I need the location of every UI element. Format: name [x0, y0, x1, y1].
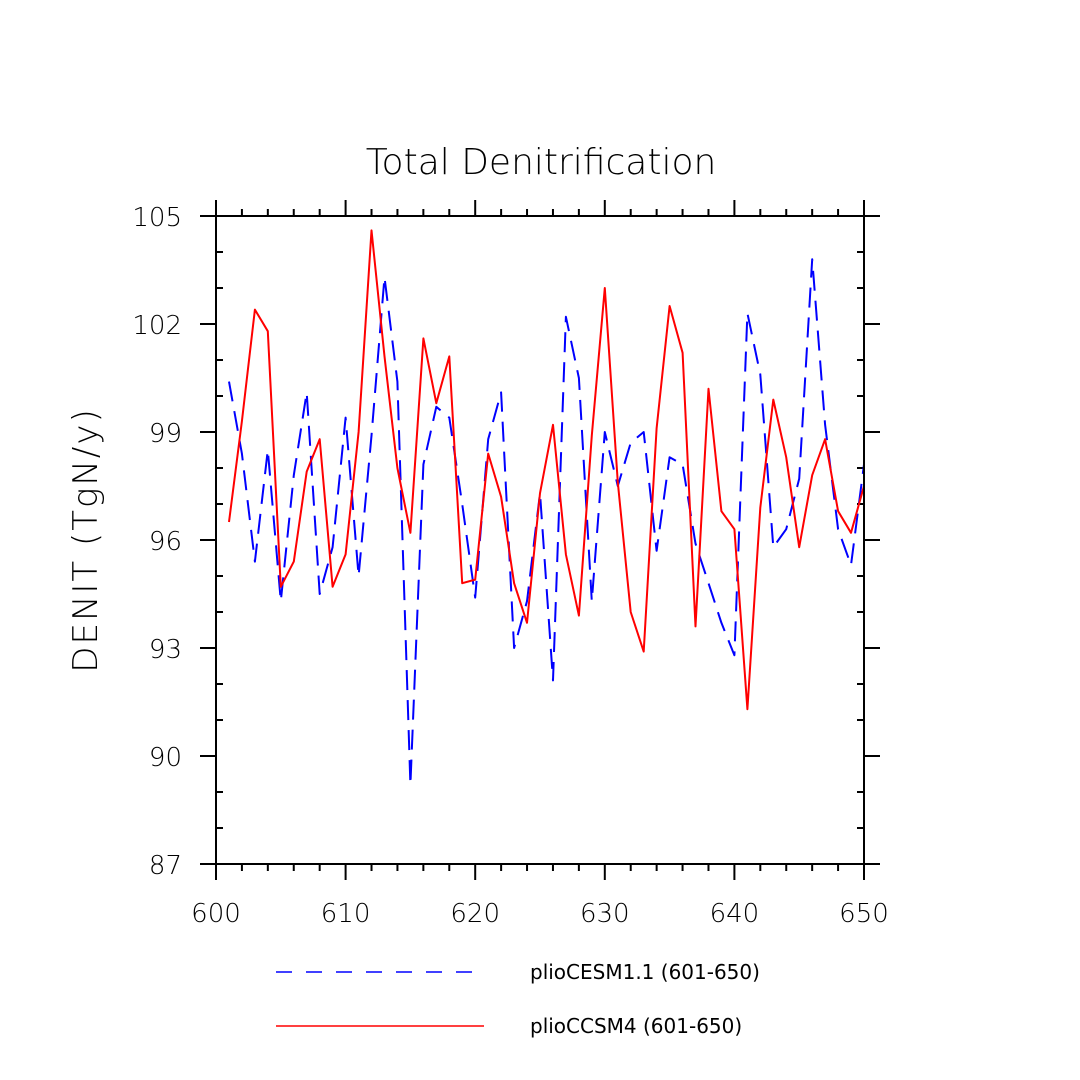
legend-label-plioCCSM4: plioCCSM4 (601-650) — [530, 1014, 742, 1038]
series-lines — [228, 229, 865, 786]
y-tick-label: 105 — [132, 203, 182, 233]
y-tick-label: 90 — [149, 743, 182, 773]
chart-title: Total Denitrification — [366, 142, 717, 183]
axis-tick-labels: 600 610 620 630 640 650 87 90 93 96 99 102 105 — [132, 203, 888, 929]
x-tick-label: 630 — [580, 899, 630, 929]
y-tick-label: 102 — [132, 311, 182, 341]
x-tick-label: 620 — [450, 899, 500, 929]
x-tick-label: 650 — [839, 899, 889, 929]
legend: plioCESM1.1 (601-650) plioCCSM4 (601-650… — [276, 960, 760, 1038]
y-tick-label: 96 — [149, 527, 182, 557]
x-tick-label: 600 — [191, 899, 241, 929]
axis-ticks — [200, 200, 880, 880]
x-tick-label: 640 — [710, 899, 760, 929]
y-tick-label: 93 — [149, 635, 182, 665]
series-line-plioCCSM4 — [228, 229, 865, 711]
y-tick-label: 87 — [149, 851, 182, 881]
legend-label-plioCESM1-1: plioCESM1.1 (601-650) — [530, 960, 760, 984]
y-tick-label: 99 — [149, 419, 182, 449]
plot-frame — [215, 215, 865, 865]
y-axis-label: DENIT (TgN/y) — [66, 407, 106, 672]
x-tick-label: 610 — [321, 899, 371, 929]
